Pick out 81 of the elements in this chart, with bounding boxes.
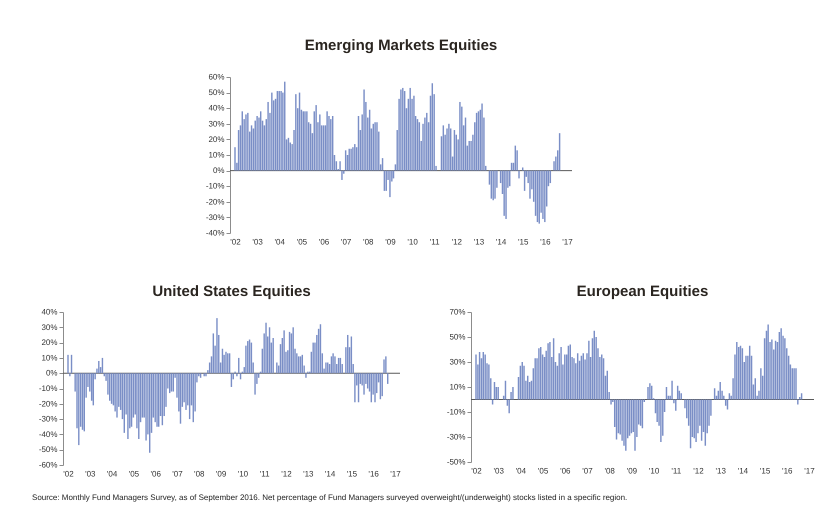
x-tick-label: '17 [804, 466, 816, 476]
x-tick-label: '13 [474, 238, 485, 246]
x-tick-label: '17 [390, 470, 402, 478]
y-tick-label: 10% [41, 353, 58, 362]
x-tick-label: '09 [626, 466, 638, 476]
y-tick-label: 50% [449, 332, 466, 342]
x-tick-label: '16 [782, 466, 794, 476]
x-tick-label: '03 [85, 470, 96, 478]
x-tick-label: '02 [63, 470, 74, 478]
x-tick-label: '11 [260, 470, 270, 478]
x-tick-label: '08 [194, 470, 206, 478]
y-tick-label: 60% [208, 72, 224, 82]
y-tick-label: 30% [449, 358, 466, 366]
x-tick-label: '16 [540, 238, 552, 246]
y-tick-label: -20% [206, 197, 224, 206]
x-tick-label: '11 [671, 466, 682, 476]
chart-title: United States Equities [152, 283, 311, 300]
x-tick-label: '04 [274, 238, 286, 246]
x-tick-label: '03 [493, 466, 504, 476]
x-tick-label: '12 [693, 466, 704, 476]
x-tick-label: '02 [230, 238, 242, 246]
y-tick-label: 50% [208, 88, 224, 98]
y-tick-label: -50% [38, 445, 58, 454]
x-tick-label: '17 [562, 238, 574, 246]
x-tick-label: '14 [324, 470, 336, 478]
y-tick-label: 40% [208, 104, 224, 113]
y-tick-label: 0% [46, 368, 58, 378]
x-tick-label: '14 [496, 238, 507, 246]
x-tick-label: '05 [128, 470, 140, 478]
x-tick-label: '02 [471, 466, 482, 476]
x-tick-label: '10 [407, 238, 418, 246]
x-tick-label: '14 [738, 466, 749, 476]
y-tick-label: 10% [208, 150, 224, 160]
x-tick-label: '12 [452, 238, 463, 246]
x-tick-label: '10 [648, 466, 660, 476]
x-tick-label: '05 [538, 466, 549, 476]
y-tick-label: 30% [41, 322, 58, 332]
x-tick-label: '11 [430, 238, 440, 246]
x-tick-label: '03 [252, 238, 264, 246]
y-tick-label: -60% [38, 460, 58, 470]
y-tick-label: -10% [446, 408, 466, 416]
source-note: Source: Monthly Fund Managers Survey, as of September 2016. Net percentage of Fund Managers surveyed overweight/(underweight) stocks listed in a specific region. [32, 493, 628, 502]
x-tick-label: '08 [363, 238, 374, 246]
x-tick-label: '06 [150, 470, 162, 478]
x-tick-label: '07 [582, 466, 594, 476]
x-tick-label: '10 [238, 470, 249, 478]
y-tick-label: 20% [41, 338, 58, 348]
y-tick-label: -30% [38, 414, 58, 424]
x-tick-label: '04 [516, 466, 527, 476]
y-tick-label: -40% [206, 228, 224, 238]
x-tick-label: '12 [281, 470, 292, 478]
x-tick-label: '05 [296, 238, 308, 246]
x-tick-label: '06 [318, 238, 330, 246]
y-tick-label: -30% [206, 212, 224, 222]
y-tick-label: -40% [38, 430, 58, 439]
y-tick-label: -10% [38, 384, 58, 393]
x-tick-label: '07 [172, 470, 184, 478]
x-tick-label: '06 [560, 466, 572, 476]
y-tick-label: 0% [212, 166, 224, 176]
y-tick-label: -30% [446, 432, 466, 442]
y-tick-label: 40% [41, 308, 58, 316]
y-tick-label: -20% [38, 399, 58, 408]
chart-title: European Equities [576, 283, 708, 300]
x-tick-label: '07 [340, 238, 352, 246]
y-tick-label: -50% [446, 458, 466, 466]
x-tick-label: '15 [518, 238, 529, 246]
x-tick-label: '04 [106, 470, 118, 478]
y-tick-label: -10% [206, 182, 224, 191]
x-tick-label: '09 [216, 470, 227, 478]
x-tick-label: '13 [715, 466, 726, 476]
y-tick-label: 70% [449, 308, 466, 316]
y-tick-label: 30% [208, 119, 224, 128]
x-tick-label: '15 [760, 466, 771, 476]
y-tick-label: 10% [449, 382, 466, 392]
chart-title: Emerging Markets Equities [304, 37, 498, 54]
x-tick-label: '15 [346, 470, 358, 478]
y-tick-label: 20% [208, 134, 224, 144]
x-tick-label: '08 [604, 466, 616, 476]
x-tick-label: '13 [303, 470, 314, 478]
x-tick-label: '09 [385, 238, 396, 246]
x-tick-label: '16 [368, 470, 380, 478]
